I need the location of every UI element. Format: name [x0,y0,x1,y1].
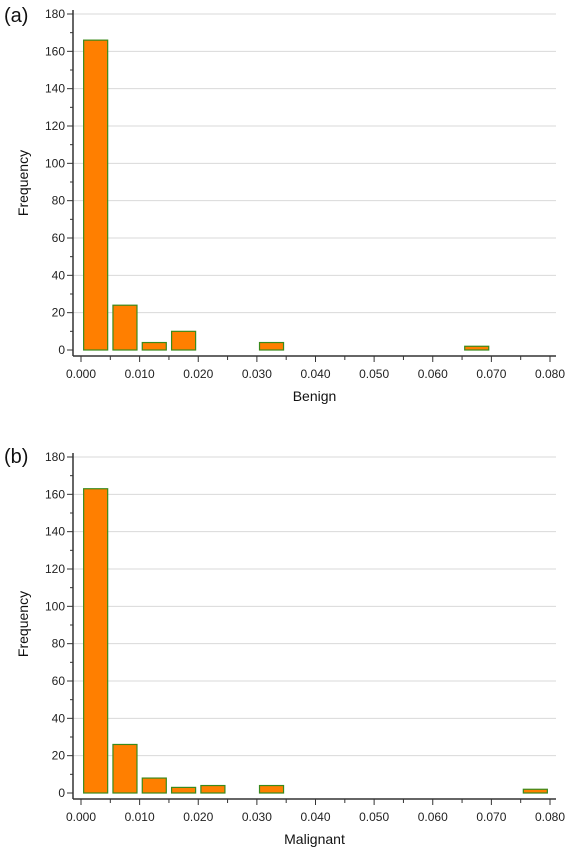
y-axis-title: Frequency [15,591,31,657]
chart-panel-a: 0 20 40 60 80 100 120 140 160 180 0.000 0.010 0.020 0… [4,5,565,404]
histogram-bar [141,777,167,794]
panel-label: (a) [4,5,28,27]
histogram-bar [112,304,138,351]
x-tick-label: 0.060 [418,810,448,824]
y-tick-label: 20 [52,749,66,763]
x-tick-label: 0.040 [300,367,330,381]
x-tick-label: 0.020 [183,367,213,381]
x-tick-label: 0.070 [476,810,506,824]
histogram-bar [522,788,548,794]
x-tick-label: 0.050 [359,367,389,381]
y-tick-label: 20 [52,306,66,320]
gridlines [73,456,556,757]
x-axis-title: Malignant [284,831,345,847]
y-tick-label: 60 [52,674,66,688]
x-tick-label: 0.020 [183,810,213,824]
x-tick-label: 0.000 [66,367,96,381]
histogram-bar [258,341,285,351]
x-tick-label: 0.070 [476,367,506,381]
y-tick-label: 120 [45,562,65,576]
histogram-bar [112,743,138,794]
y-tick-label: 140 [45,525,65,539]
histogram-bar [170,786,197,794]
x-tick-label: 0.080 [535,367,565,381]
x-tick-label: 0.010 [125,810,155,824]
y-tick-label: 160 [45,44,65,58]
y-tick-label: 180 [45,450,65,464]
x-tick-label: 0.010 [125,367,155,381]
y-tick-label: 140 [45,82,65,96]
panel-label: (b) [4,446,28,468]
histogram-bar [83,39,109,351]
gridlines [73,13,556,314]
y-tick-label: 0 [58,343,65,357]
histogram-bar [258,784,285,794]
histogram-bar [83,488,109,794]
x-tick-label: 0.040 [300,810,330,824]
chart-panel-b: 0 20 40 60 80 100 120 140 160 180 0.000 0.010 0.020 0… [4,446,565,847]
histogram-bar [464,345,490,351]
y-tick-label: 80 [52,194,66,208]
y-tick-label: 60 [52,231,66,245]
y-tick-label: 120 [45,119,65,133]
y-tick-label: 40 [52,268,66,282]
histogram-bar [200,784,226,794]
x-tick-label: 0.030 [242,810,272,824]
histogram-bar [170,330,197,351]
y-tick-label: 80 [52,637,66,651]
x-tick-label: 0.030 [242,367,272,381]
y-tick-label: 40 [52,711,66,725]
y-tick-label: 0 [58,786,65,800]
y-tick-label: 180 [45,7,65,21]
x-tick-label: 0.080 [535,810,565,824]
y-tick-label: 160 [45,487,65,501]
x-tick-label: 0.000 [66,810,96,824]
histogram-bar [141,341,167,351]
x-tick-label: 0.050 [359,810,389,824]
x-axis-title: Benign [293,388,337,404]
y-axis-title: Frequency [15,150,31,216]
y-tick-label: 100 [45,156,65,170]
x-tick-label: 0.060 [418,367,448,381]
y-tick-label: 100 [45,599,65,613]
